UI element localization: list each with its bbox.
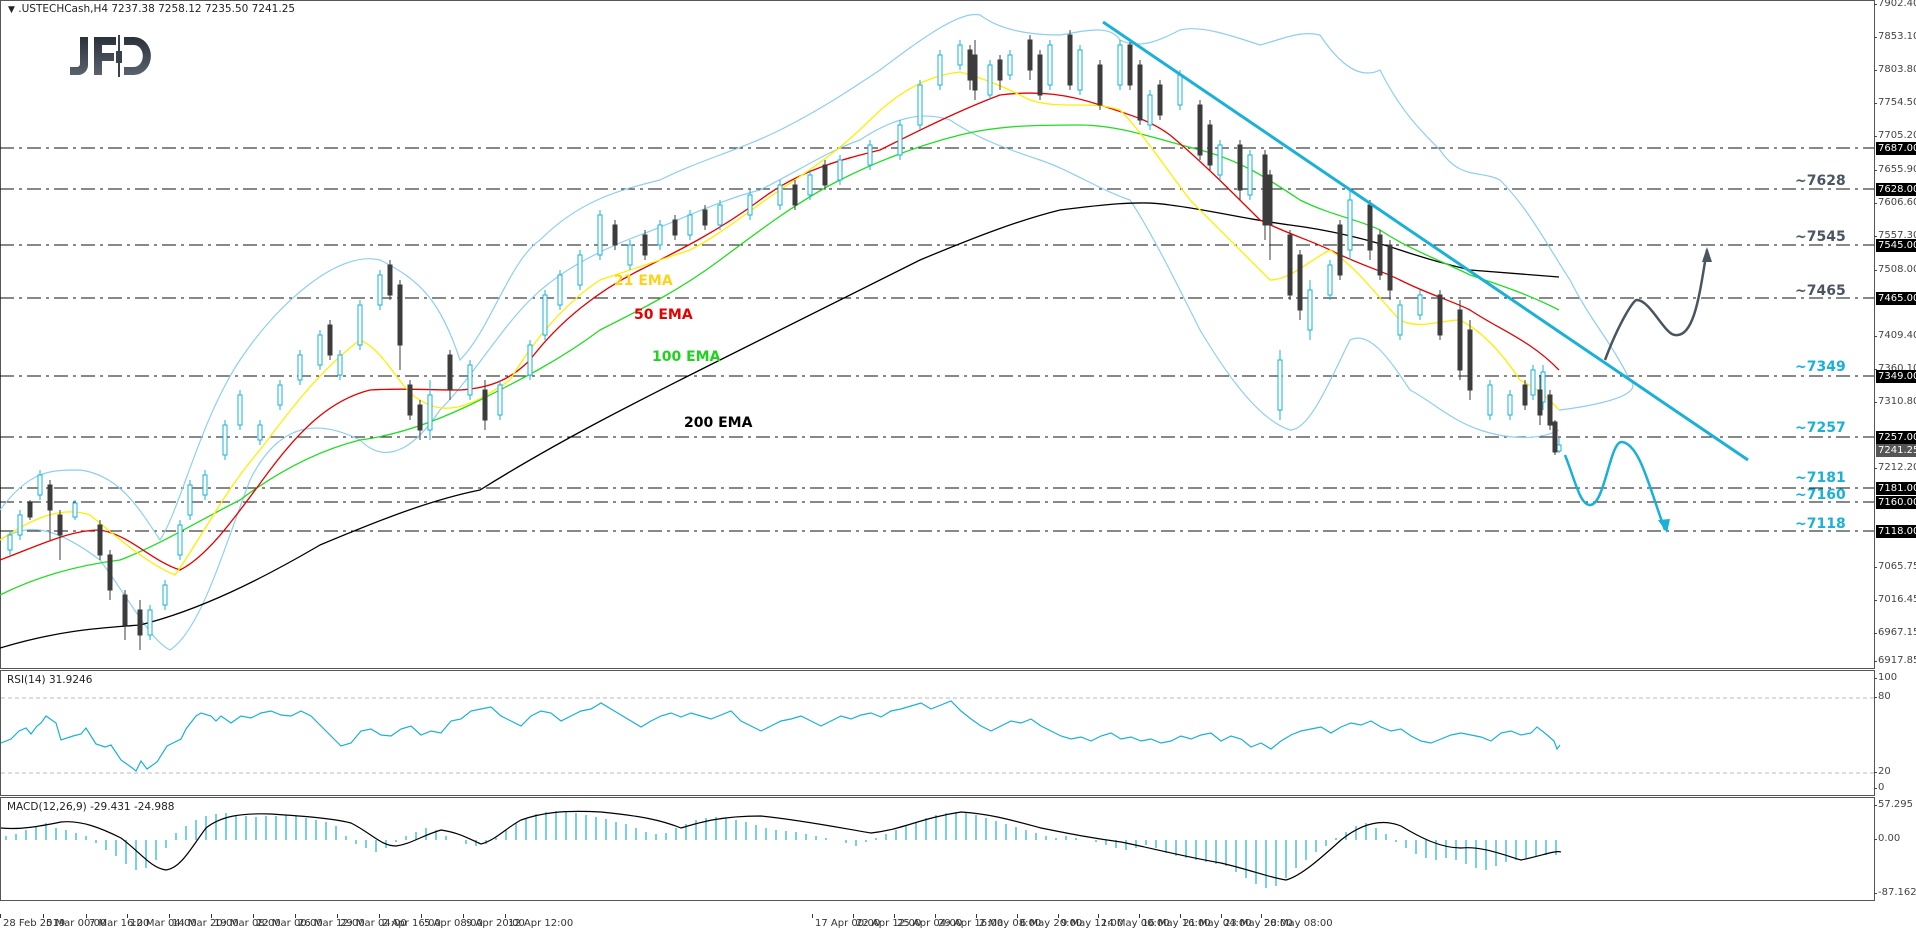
time-tick: 5 Mar 00:00 <box>42 914 107 929</box>
ema-21-label: 21 EMA <box>614 273 673 289</box>
price-plot <box>0 13 1874 651</box>
macd-panel[interactable]: MACD(12,26,9) -29.431 -24.988 <box>0 797 1875 901</box>
current-price-tag: 7241.25 <box>1876 444 1916 457</box>
rsi-tick: 0 <box>1873 782 1885 793</box>
rsi-panel[interactable]: RSI(14) 31.9246 <box>0 670 1875 796</box>
bollinger-bands <box>0 13 1634 651</box>
arrow-down-icon <box>1658 519 1670 533</box>
price-tick: 7065.75 <box>1873 561 1916 573</box>
time-tick: 26 Mar 12:00 <box>295 914 365 929</box>
level-label-7349: ~7349 <box>1795 359 1846 375</box>
price-tick: 7212.20 <box>1873 462 1916 474</box>
downtrend-line[interactable] <box>1102 20 1749 462</box>
price-tick: 7310.80 <box>1873 396 1916 408</box>
ema-200-label: 200 EMA <box>684 415 753 431</box>
time-tick: 25 Apr 04:00 <box>893 914 963 929</box>
time-tick: 22 Mar 00:00 <box>253 914 323 929</box>
price-tick: 7754.50 <box>1873 97 1916 109</box>
level-label-7160: ~7160 <box>1795 487 1846 503</box>
time-tick: 17 Apr 00:00 <box>811 914 881 929</box>
macd-tick: -87.162 <box>1874 887 1916 898</box>
time-tick: 22 Apr 12:00 <box>852 914 922 929</box>
rsi-tick: 100 <box>1873 672 1898 683</box>
level-label-7465: ~7465 <box>1795 283 1846 299</box>
level-tag-7257: 7257.00 <box>1876 431 1916 444</box>
symbol-ohlc: .USTECHCash,H4 7237.38 7258.12 7235.50 7… <box>18 3 296 15</box>
price-tick: 7902.40 <box>1873 0 1916 10</box>
time-tick: 14 Mar 20:00 <box>169 914 239 929</box>
time-tick: 9 Apr 20:00 <box>463 914 525 929</box>
price-tick: 7803.80 <box>1873 64 1916 76</box>
ema-100-label: 100 EMA <box>652 349 721 365</box>
price-tick: 6967.15 <box>1873 627 1916 639</box>
level-tag-7118: 7118.00 <box>1876 525 1916 538</box>
rsi-tick: 80 <box>1874 691 1891 702</box>
time-tick: 29 Mar 04:00 <box>337 914 407 929</box>
time-tick: 2 Apr 16:00 <box>379 914 441 929</box>
macd-histogram <box>5 811 1557 888</box>
triangle-down-icon[interactable]: ▼ <box>8 5 15 15</box>
rsi-plot <box>1 697 1874 774</box>
level-tag-7628: 7628.00 <box>1876 183 1916 196</box>
level-tag-7687: 7687.00 <box>1876 142 1916 155</box>
macd-tick: 0.00 <box>1873 833 1901 844</box>
price-tick: 7016.45 <box>1873 594 1916 606</box>
ema-50-line <box>0 92 1560 571</box>
time-tick: 6 May 20:00 <box>1016 914 1083 929</box>
ema-21-line <box>0 71 1560 576</box>
support-resistance-lines <box>0 147 1874 532</box>
candlesticks <box>7 30 1562 650</box>
price-tick: 7557.30 <box>1873 230 1916 242</box>
jfd-logo <box>70 35 151 77</box>
price-tick: 7360.10 <box>1873 363 1916 375</box>
time-tick: 12 Mar 04:00 <box>127 914 197 929</box>
time-tick: 9 May 12:00 <box>1057 914 1124 929</box>
macd-signal-line <box>1 810 1562 881</box>
level-label-7545: ~7545 <box>1795 229 1846 245</box>
level-tag-7181: 7181.00 <box>1876 482 1916 495</box>
macd-tick: 57.295 <box>1874 799 1913 810</box>
level-tag-7160: 7160.00 <box>1876 496 1916 509</box>
macd-axis: 57.295 0.00 -87.162 <box>1873 797 1916 901</box>
price-tick: 7705.20 <box>1873 130 1916 142</box>
macd-title: MACD(12,26,9) -29.431 -24.988 <box>7 801 175 813</box>
price-axis[interactable]: 7902.40 7853.10 7803.80 7754.50 7705.20 … <box>1873 0 1916 668</box>
level-tag-7545: 7545.00 <box>1876 239 1916 252</box>
price-tick: 7655.90 <box>1873 164 1916 176</box>
time-tick: 7 Mar 16:00 <box>85 914 150 929</box>
time-axis[interactable]: 28 Feb 2019 5 Mar 00:00 7 Mar 16:00 12 M… <box>0 900 1916 936</box>
level-tag-7349: 7349.00 <box>1876 370 1916 383</box>
chart-title: ▼ .USTECHCash,H4 7237.38 7258.12 7235.50… <box>8 3 295 15</box>
ema-50-label: 50 EMA <box>634 307 693 323</box>
ema-100-line <box>0 124 1560 596</box>
level-label-7181: ~7181 <box>1795 470 1846 486</box>
time-tick: 21 May 04:00 <box>1180 914 1252 929</box>
level-tag-7465: 7465.00 <box>1876 292 1916 305</box>
time-tick: 2 May 08:00 <box>975 914 1042 929</box>
macd-plot <box>1 810 1562 888</box>
price-tick: 7853.10 <box>1873 31 1916 43</box>
time-tick: 28 May 08:00 <box>1261 914 1333 929</box>
rsi-axis: 100 80 20 0 <box>1873 670 1916 796</box>
price-tick: 7409.40 <box>1873 330 1916 342</box>
level-label-7628: ~7628 <box>1795 173 1846 189</box>
time-tick: 19 Mar 08:00 <box>211 914 281 929</box>
time-tick: 14 May 00:00 <box>1098 914 1170 929</box>
time-tick: 16 May 16:00 <box>1139 914 1211 929</box>
time-tick: 28 Feb 2019 <box>0 914 66 929</box>
level-label-7257: ~7257 <box>1795 420 1846 436</box>
time-tick: 29 Apr 16:00 <box>934 914 1004 929</box>
price-tick: 7508.00 <box>1873 264 1916 276</box>
arrow-up-icon <box>1702 247 1712 262</box>
time-tick: 23 May 20:00 <box>1221 914 1293 929</box>
time-tick: 12 Apr 12:00 <box>504 914 574 929</box>
ema-200-line <box>0 202 1560 649</box>
rsi-tick: 20 <box>1874 766 1891 777</box>
time-tick: 5 Apr 08:00 <box>421 914 483 929</box>
price-tick: 7606.60 <box>1873 197 1916 209</box>
price-tick: 6917.85 <box>1873 655 1916 667</box>
level-label-7118: ~7118 <box>1795 516 1846 532</box>
rsi-title: RSI(14) 31.9246 <box>7 674 93 686</box>
